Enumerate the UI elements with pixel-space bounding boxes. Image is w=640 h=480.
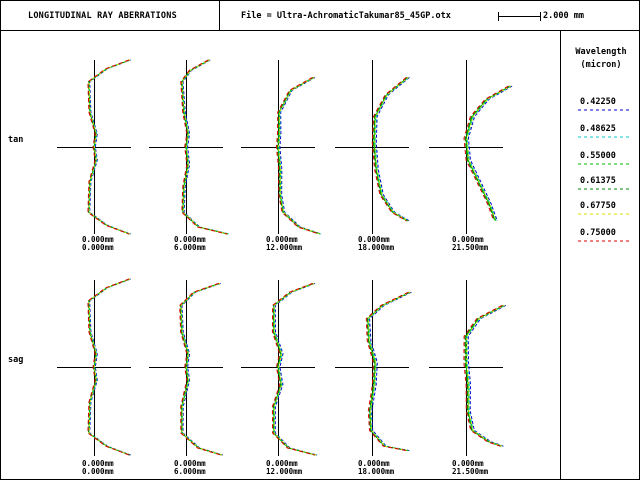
panel-sag-5 (429, 280, 507, 456)
series-line-5 (374, 77, 409, 222)
series-line-6 (371, 77, 407, 222)
series-line-1 (467, 85, 513, 222)
series-line-2 (466, 85, 512, 222)
field-label-sag-3: 0.000mm 12.000mm (266, 459, 303, 476)
series-line-6 (179, 282, 221, 456)
series-line-2 (466, 304, 506, 447)
series-line-5 (278, 76, 321, 235)
field-label-tan-2: 0.000mm 6.000mm (174, 235, 206, 252)
field-label-sag-2: 0.000mm 6.000mm (174, 459, 206, 476)
legend-title: Wavelength (micron) (562, 46, 640, 72)
scale-label: 2.000 mm (543, 11, 584, 21)
series-line-6 (463, 304, 503, 447)
legend-entry-2: 0.48625 (580, 124, 616, 134)
field-label-sag-5: 0.000mm 21.500mm (452, 459, 489, 476)
series-line-4 (372, 77, 408, 222)
row-label-tan: tan (8, 135, 24, 145)
series-line-5 (367, 291, 411, 452)
legend-entry-1: 0.42250 (580, 97, 616, 107)
panel-tan-3 (241, 60, 322, 235)
panel-sag-1 (57, 278, 131, 456)
series-line-5 (88, 59, 131, 235)
series-line-6 (463, 85, 509, 222)
panel-sag-4 (335, 280, 412, 456)
legend-entry-6: 0.75000 (580, 228, 616, 238)
series-line-1 (369, 291, 412, 452)
field-label-tan-5: 0.000mm 21.500mm (452, 235, 489, 252)
field-label-tan-3: 0.000mm 12.000mm (266, 235, 303, 252)
series-line-5 (88, 278, 131, 456)
series-line-6 (275, 76, 320, 235)
panel-tan-1 (57, 59, 131, 235)
series-line-2 (374, 77, 409, 222)
panel-sag-3 (241, 280, 318, 456)
series-line-4 (464, 304, 504, 447)
series-line-3 (373, 77, 409, 222)
series-line-4 (366, 291, 410, 452)
legend-title-line2: (micron) (580, 60, 622, 70)
legend-entry-3: 0.55000 (580, 151, 616, 161)
field-label-sag-4: 0.000mm 18.000mm (358, 459, 395, 476)
panel-tan-2 (149, 59, 230, 235)
series-line-6 (271, 282, 315, 456)
aberration-panels (57, 59, 513, 456)
panel-tan-5 (429, 60, 513, 234)
series-line-6 (365, 291, 409, 452)
scale-bar (498, 12, 541, 21)
series-line-1 (467, 304, 507, 447)
field-label-sag-1: 0.000mm 0.000mm (82, 459, 114, 476)
legend-entry-5: 0.67750 (580, 201, 616, 211)
series-line-1 (375, 77, 410, 222)
series-line-5 (273, 282, 317, 456)
series-line-5 (181, 59, 229, 235)
series-line-6 (180, 59, 228, 235)
legend-title-line1: Wavelength (575, 47, 627, 57)
legend-entry-4: 0.61375 (580, 176, 616, 186)
legend-lines (578, 109, 630, 242)
field-label-tan-4: 0.000mm 18.000mm (358, 235, 395, 252)
row-label-sag: sag (8, 355, 24, 365)
series-line-4 (464, 85, 510, 222)
panel-tan-4 (335, 60, 410, 234)
series-line-4 (87, 59, 130, 235)
series-line-6 (87, 278, 130, 456)
panel-sag-2 (149, 280, 223, 456)
series-line-3 (465, 85, 511, 222)
chart-title: LONGITUDINAL RAY ABERRATIONS (28, 11, 177, 21)
field-label-tan-1: 0.000mm 0.000mm (82, 235, 114, 252)
series-line-6 (87, 59, 130, 235)
file-name: File = Ultra-AchromaticTakumar85_45GP.ot… (241, 11, 451, 21)
series-line-5 (180, 282, 223, 456)
